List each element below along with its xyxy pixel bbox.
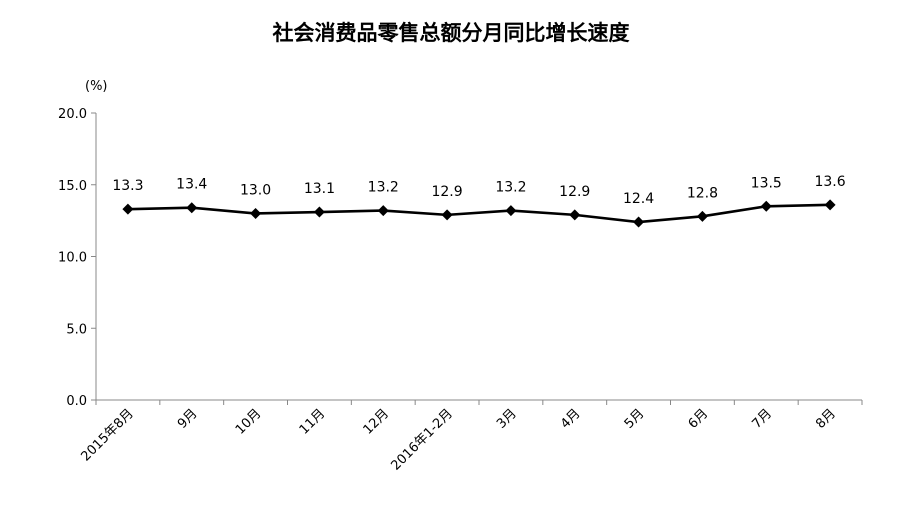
- axes: [91, 112, 863, 405]
- x-tick-label: 5月: [622, 406, 648, 432]
- x-tick-label: 6月: [686, 406, 712, 432]
- data-point-marker: [250, 207, 262, 219]
- x-tick-label: 12月: [361, 406, 392, 437]
- data-label: 13.3: [112, 178, 143, 194]
- y-tick-label: 10.0: [58, 251, 87, 266]
- x-tick-label: 10月: [233, 406, 264, 437]
- data-point-marker: [186, 202, 198, 214]
- y-tick-label: 15.0: [58, 179, 87, 194]
- data-point-marker: [122, 203, 134, 215]
- data-label: 13.6: [814, 174, 845, 190]
- y-tick-label: 5.0: [66, 322, 87, 337]
- x-tick-label: 2016年1-2月: [389, 406, 456, 473]
- x-tick-label: 8月: [813, 406, 839, 432]
- data-point-marker: [760, 200, 772, 212]
- data-point-marker: [569, 209, 581, 221]
- y-tick-label: 0.0: [66, 394, 87, 409]
- x-tick-label: 2015年8月: [79, 406, 137, 464]
- data-point-marker: [441, 209, 453, 221]
- series-group: [122, 199, 836, 228]
- data-label: 13.4: [176, 177, 207, 193]
- data-label: 12.4: [623, 191, 654, 207]
- x-tick-label: 3月: [494, 406, 520, 432]
- tick-labels: 0.0 5.0 10.0 15.0 20.0 2015年8月 9月 10月 11月 12月2016…: [58, 107, 839, 474]
- data-label: 13.1: [304, 181, 335, 197]
- y-tick-label: 20.0: [58, 107, 87, 122]
- data-point-marker: [633, 216, 645, 228]
- series-line: [127, 203, 831, 224]
- data-label: 13.2: [495, 180, 526, 196]
- x-tick-label: 9月: [175, 406, 201, 432]
- x-tick-label: 7月: [749, 406, 775, 432]
- chart-title: 社会消费品零售总额分月同比增长速度: [272, 20, 630, 45]
- data-point-marker: [505, 205, 517, 217]
- data-label: 12.9: [559, 184, 590, 200]
- data-label: 13.2: [368, 180, 399, 196]
- data-point-marker: [696, 210, 708, 222]
- x-tick-label: 11月: [297, 406, 328, 437]
- data-label: 12.9: [431, 184, 462, 200]
- data-point-marker: [824, 199, 836, 211]
- y-unit-label: (%): [85, 79, 108, 94]
- data-label: 12.8: [687, 185, 718, 201]
- x-tick-label: 4月: [558, 406, 584, 432]
- data-label: 13.0: [240, 182, 271, 198]
- data-label: 13.5: [751, 175, 782, 191]
- data-labels: 13.3 13.4 13.0 13.1 13.2 12.9 13.2 12.9 12.4 12.8…: [112, 174, 845, 207]
- data-point-marker: [313, 206, 325, 218]
- data-point-marker: [377, 205, 389, 217]
